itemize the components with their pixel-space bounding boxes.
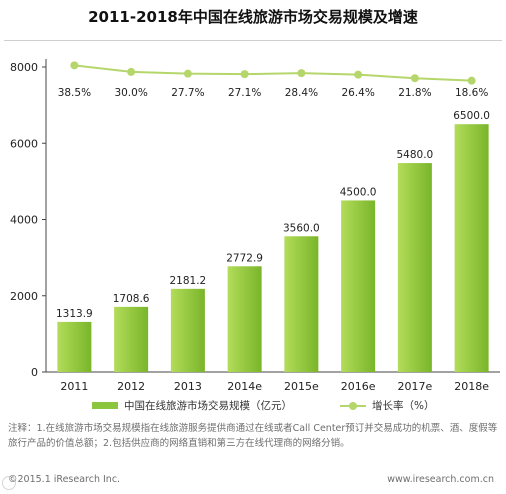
legend-label-line: 增长率（%） bbox=[372, 400, 435, 412]
bar-value-label: 5480.0 bbox=[397, 149, 434, 161]
growth-rate-point-2018e bbox=[467, 76, 476, 85]
legend-item-line: 增长率（%） bbox=[340, 398, 434, 413]
legend-swatch-bar bbox=[92, 402, 118, 409]
growth-rate-point-2016e bbox=[354, 70, 363, 79]
growth-rate-point-2011 bbox=[70, 61, 79, 70]
title-divider bbox=[4, 40, 502, 41]
x-tick-label: 2017e bbox=[397, 380, 432, 393]
watermark-icon bbox=[2, 476, 16, 490]
legend-label-bar: 中国在线旅游市场交易规模（亿元） bbox=[124, 400, 292, 412]
growth-rate-line bbox=[74, 64, 472, 82]
chart-title: 2011-2018年中国在线旅游市场交易规模及增速 bbox=[88, 8, 418, 26]
bar-2016e bbox=[341, 200, 376, 372]
growth-rate-point-2015e bbox=[297, 69, 306, 78]
source-url-text: www.iresearch.com.cn bbox=[387, 474, 494, 485]
bar-value-label: 1313.9 bbox=[56, 308, 93, 320]
x-tick-label: 2015e bbox=[284, 380, 319, 393]
growth-rate-label: 26.4% bbox=[341, 87, 374, 99]
growth-rate-label: 38.5% bbox=[58, 87, 91, 99]
bar-value-label: 3560.0 bbox=[283, 222, 320, 234]
bar-2012 bbox=[114, 306, 149, 372]
x-tick-label: 2016e bbox=[341, 380, 376, 393]
x-tick-label: 2013 bbox=[174, 380, 202, 393]
x-tick-label: 2012 bbox=[117, 380, 145, 393]
bar-value-label: 1708.6 bbox=[113, 293, 150, 305]
x-tick-label: 2011 bbox=[60, 380, 88, 393]
growth-rate-label: 30.0% bbox=[114, 87, 147, 99]
y-tick-label: 8000 bbox=[10, 61, 38, 74]
bar-value-label: 2772.9 bbox=[226, 252, 263, 264]
bar-2018e bbox=[454, 124, 489, 372]
chart-legend: 中国在线旅游市场交易规模（亿元） 增长率（%） bbox=[0, 398, 506, 416]
bar-2014e bbox=[227, 266, 262, 372]
growth-rate-label: 18.6% bbox=[455, 87, 488, 99]
copyright-text: ©2015.1 iResearch Inc. bbox=[8, 474, 121, 485]
growth-rate-label: 21.8% bbox=[398, 87, 431, 99]
bar-2015e bbox=[284, 236, 319, 372]
growth-rate-point-2013 bbox=[183, 69, 192, 78]
growth-rate-label: 27.1% bbox=[228, 87, 261, 99]
footnote: 注释：1.在线旅游市场交易规模指在线旅游服务提供商通过在线或者Call Cent… bbox=[8, 423, 498, 449]
bar-value-label: 6500.0 bbox=[453, 110, 490, 122]
bar-value-label: 4500.0 bbox=[340, 186, 377, 198]
x-tick-label: 2018e bbox=[454, 380, 489, 393]
growth-rate-label: 27.7% bbox=[171, 87, 204, 99]
x-tick-label: 2014e bbox=[227, 380, 262, 393]
y-tick-label: 4000 bbox=[10, 214, 38, 227]
bar-2017e bbox=[397, 163, 432, 372]
growth-rate-point-2014e bbox=[240, 70, 249, 79]
growth-rate-label: 28.4% bbox=[285, 87, 318, 99]
y-tick-label: 0 bbox=[31, 366, 38, 379]
bar-value-label: 2181.2 bbox=[170, 275, 207, 287]
legend-item-bar: 中国在线旅游市场交易规模（亿元） bbox=[92, 398, 292, 413]
y-tick-label: 2000 bbox=[10, 290, 38, 303]
bar-2011 bbox=[57, 321, 92, 372]
bar-2013 bbox=[170, 288, 205, 372]
chart-plot: 0 2000 4000 6000 8000 1313.9 1708.6 2181.2 2772… bbox=[10, 59, 500, 393]
y-tick-label: 6000 bbox=[10, 137, 38, 150]
legend-swatch-line bbox=[340, 401, 366, 411]
growth-rate-point-2012 bbox=[127, 67, 136, 76]
growth-rate-point-2017e bbox=[410, 74, 419, 83]
